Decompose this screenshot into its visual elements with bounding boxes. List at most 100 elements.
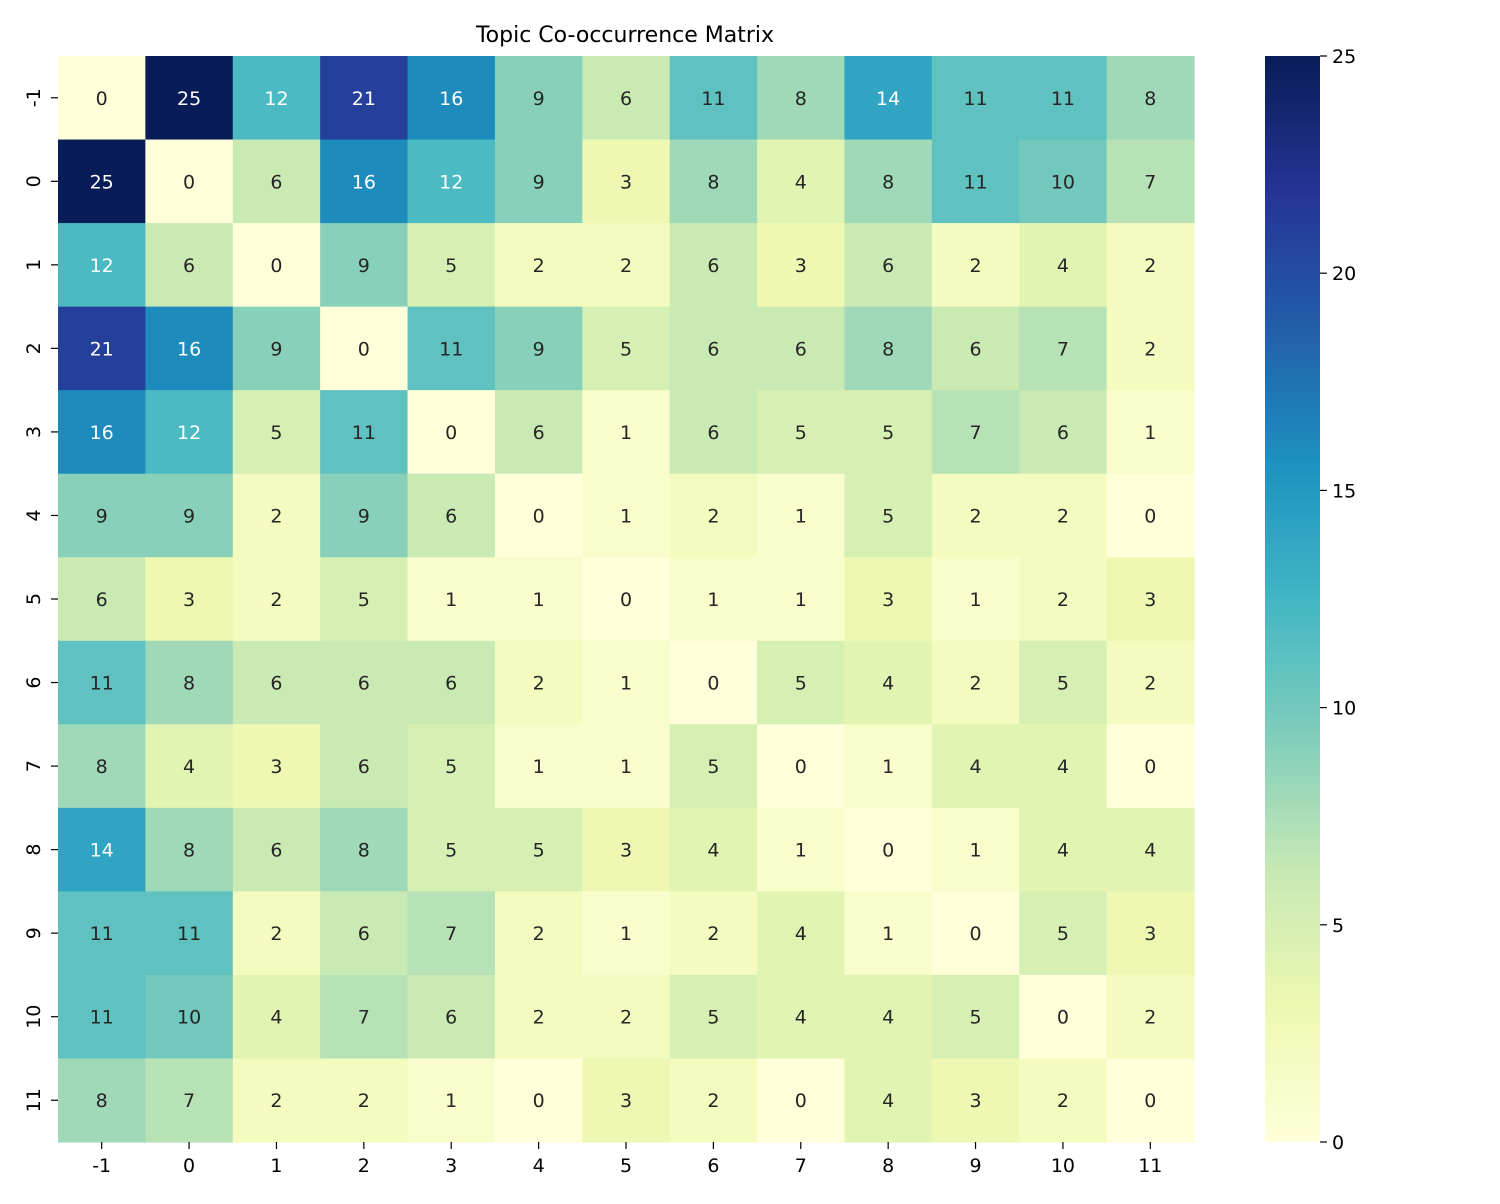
heatmap-cell bbox=[582, 473, 671, 558]
heatmap-cell bbox=[931, 974, 1020, 1060]
heatmap-cell bbox=[669, 891, 758, 976]
cell-value-label: 5 bbox=[445, 756, 457, 778]
x-tick-label: -1 bbox=[92, 1155, 111, 1177]
heatmap-cell bbox=[1019, 223, 1108, 308]
cell-value-label: 2 bbox=[270, 505, 282, 527]
heatmap-cell bbox=[582, 724, 671, 809]
heatmap-cell bbox=[407, 306, 496, 391]
heatmap-cell bbox=[232, 139, 321, 224]
cell-value-label: 9 bbox=[533, 338, 545, 360]
heatmap-cell bbox=[494, 139, 583, 224]
heatmap-cell bbox=[757, 807, 846, 892]
cell-value-label: 1 bbox=[533, 589, 545, 611]
heatmap-cell bbox=[844, 724, 933, 809]
x-tick-label: 7 bbox=[795, 1155, 807, 1177]
heatmap-cell bbox=[757, 891, 846, 976]
cell-value-label: 3 bbox=[620, 171, 632, 193]
cell-value-label: 11 bbox=[701, 88, 725, 110]
heatmap-cell bbox=[757, 473, 846, 558]
cell-value-label: 1 bbox=[445, 589, 457, 611]
heatmap-cell bbox=[669, 724, 758, 809]
cell-value-label: 1 bbox=[795, 505, 807, 527]
heatmap-cell bbox=[757, 1058, 846, 1143]
y-axis: -1 0 1 2 3 4 5 6 7 8 9 10 11 bbox=[23, 88, 58, 1112]
y-tick-label: 8 bbox=[23, 844, 45, 856]
heatmap-cell bbox=[931, 473, 1020, 558]
cell-value-label: 2 bbox=[358, 1090, 370, 1112]
heatmap-cell bbox=[1106, 390, 1195, 475]
heatmap-cell bbox=[669, 139, 758, 224]
heatmap-cell bbox=[669, 557, 758, 642]
cell-value-label: 5 bbox=[707, 756, 719, 778]
cell-value-label: 2 bbox=[620, 1007, 632, 1029]
heatmap-cell bbox=[844, 557, 933, 642]
heatmap-cell bbox=[232, 390, 321, 475]
y-tick-label: 3 bbox=[23, 426, 45, 438]
heatmap-cell bbox=[232, 473, 321, 558]
heatmap-cell bbox=[494, 306, 583, 391]
heatmap-cell bbox=[931, 640, 1020, 725]
heatmap-cell bbox=[669, 306, 758, 391]
heatmap-cell bbox=[1019, 1058, 1108, 1143]
cell-value-label: 7 bbox=[183, 1090, 195, 1112]
heatmap-cell bbox=[494, 56, 583, 141]
heatmap-cell bbox=[757, 557, 846, 642]
cell-value-label: 16 bbox=[439, 88, 463, 110]
heatmap-cell bbox=[232, 223, 321, 308]
cell-value-label: 0 bbox=[183, 171, 195, 193]
cell-value-label: 16 bbox=[177, 338, 201, 360]
heatmap-cell bbox=[582, 223, 671, 308]
cell-value-label: 1 bbox=[620, 923, 632, 945]
heatmap-cell bbox=[145, 139, 234, 224]
heatmap-cell bbox=[1019, 139, 1108, 224]
cell-value-label: 10 bbox=[177, 1007, 201, 1029]
heatmap-cell bbox=[232, 807, 321, 892]
cell-value-label: 6 bbox=[445, 673, 457, 695]
heatmap-cell bbox=[407, 640, 496, 725]
y-tick-label: 9 bbox=[23, 927, 45, 939]
heatmap-cell bbox=[407, 891, 496, 976]
heatmap-cell bbox=[494, 1058, 583, 1143]
heatmap-cell bbox=[407, 473, 496, 558]
y-tick-label: 11 bbox=[23, 1088, 45, 1112]
heatmap-cell bbox=[931, 56, 1020, 141]
cell-value-label: 11 bbox=[177, 923, 201, 945]
cell-value-label: 4 bbox=[969, 756, 981, 778]
heatmap-cell bbox=[320, 139, 409, 224]
heatmap-cell bbox=[1019, 724, 1108, 809]
cell-value-label: 2 bbox=[969, 255, 981, 277]
heatmap-cell bbox=[582, 56, 671, 141]
cell-value-label: 0 bbox=[358, 338, 370, 360]
cell-value-label: 5 bbox=[1057, 673, 1069, 695]
cell-value-label: 16 bbox=[90, 422, 114, 444]
cell-value-label: 1 bbox=[533, 756, 545, 778]
heatmap-cell bbox=[145, 557, 234, 642]
x-tick-label: 4 bbox=[533, 1155, 545, 1177]
cell-value-label: 1 bbox=[882, 756, 894, 778]
x-tick-label: 6 bbox=[707, 1155, 719, 1177]
cell-value-label: 6 bbox=[969, 338, 981, 360]
cell-value-label: 11 bbox=[439, 338, 463, 360]
y-tick-label: -1 bbox=[23, 88, 45, 107]
cell-value-label: 5 bbox=[358, 589, 370, 611]
cell-value-label: 8 bbox=[96, 756, 108, 778]
heatmap-cell bbox=[1019, 473, 1108, 558]
heatmap-cell bbox=[145, 390, 234, 475]
heatmap-cell bbox=[757, 223, 846, 308]
cell-value-label: 0 bbox=[620, 589, 632, 611]
heatmap-cell bbox=[58, 640, 146, 725]
heatmap-cells bbox=[58, 56, 1195, 1143]
heatmap-cell bbox=[145, 891, 234, 976]
cell-value-label: 4 bbox=[1057, 840, 1069, 862]
heatmap-cell bbox=[58, 1058, 146, 1143]
cell-value-label: 6 bbox=[620, 88, 632, 110]
cell-value-label: 2 bbox=[620, 255, 632, 277]
cell-value-label: 0 bbox=[707, 673, 719, 695]
heatmap-cell bbox=[844, 807, 933, 892]
cell-value-label: 2 bbox=[533, 255, 545, 277]
y-tick-label: 5 bbox=[23, 593, 45, 605]
colorbar-gradient bbox=[1265, 56, 1320, 1142]
heatmap-cell bbox=[58, 974, 146, 1060]
cell-value-label: 0 bbox=[1144, 1090, 1156, 1112]
heatmap-cell bbox=[494, 557, 583, 642]
